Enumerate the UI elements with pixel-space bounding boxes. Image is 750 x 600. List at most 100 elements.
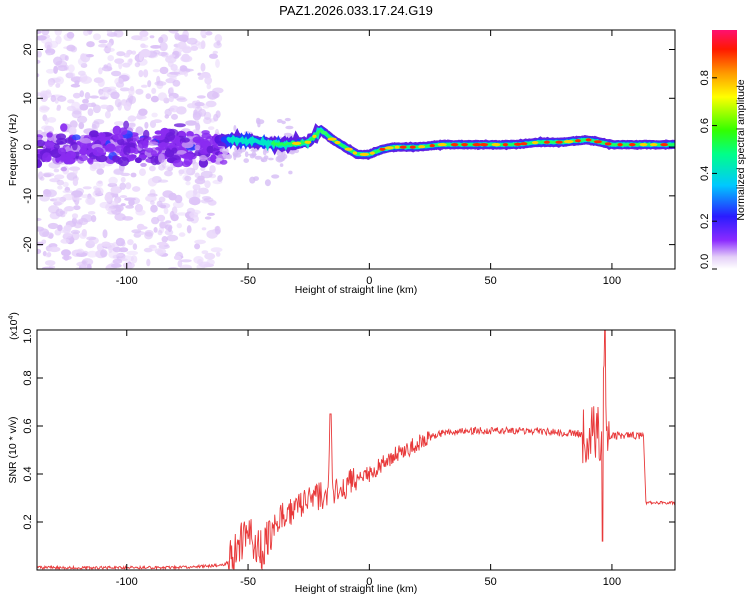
noise-cell — [70, 76, 83, 83]
noise-cell — [186, 217, 195, 222]
noise-cell — [39, 228, 50, 237]
snr-x-ticks: -100 -50 0 50 100 — [116, 330, 621, 588]
noise-cell — [151, 216, 160, 225]
noise-cell — [150, 45, 162, 49]
ridge-peak — [639, 143, 648, 147]
noise-cell — [96, 168, 104, 175]
spectrogram-x-ticks: -100 -50 0 50 100 — [116, 30, 621, 287]
noise-cell — [123, 102, 132, 111]
band-cell — [147, 141, 159, 146]
noise-cell — [163, 207, 169, 215]
noise-cell — [195, 122, 201, 132]
noise-cell — [169, 71, 181, 75]
noise-cell — [67, 64, 75, 73]
noise-cell — [178, 170, 183, 176]
noise-cell — [126, 49, 133, 55]
noise-cell — [148, 244, 156, 249]
ridge-peak — [628, 143, 636, 147]
snr-y-tick-label: 1.0 — [22, 328, 34, 343]
noise-cell — [214, 225, 221, 235]
band-cell — [44, 141, 55, 149]
noise-cell — [140, 84, 148, 88]
noise-cell — [83, 30, 90, 36]
noise-cell — [275, 155, 285, 163]
band-cell — [186, 131, 194, 138]
snr-y-tick-label: 0.4 — [22, 466, 34, 481]
noise-cell — [212, 87, 224, 94]
band-cell — [114, 145, 125, 154]
noise-cell — [48, 265, 56, 269]
noise-cell — [284, 117, 291, 122]
band-cell — [192, 136, 205, 144]
noise-cell — [192, 161, 199, 171]
snr-x-axis-title: Height of straight line (km) — [295, 583, 418, 595]
noise-cell — [99, 201, 110, 209]
noise-cell — [206, 229, 218, 239]
noise-cell — [127, 122, 136, 128]
noise-cell — [126, 250, 139, 256]
noise-cell — [194, 102, 205, 107]
noise-cell — [184, 175, 192, 182]
noise-cell — [60, 213, 66, 218]
noise-cell — [45, 68, 55, 74]
noise-cell — [188, 196, 201, 206]
noise-cell — [264, 179, 271, 187]
noise-cell — [67, 99, 75, 104]
ridge-peak — [334, 140, 341, 145]
band-cell — [65, 150, 77, 160]
noise-cell — [178, 232, 186, 237]
noise-cell — [160, 34, 168, 43]
band-cell — [37, 139, 46, 147]
noise-cell — [210, 247, 223, 253]
band-cell — [117, 138, 125, 146]
noise-cell — [201, 250, 209, 255]
ridge-peak — [563, 140, 574, 144]
noise-cell — [110, 91, 120, 100]
noise-cell — [48, 79, 54, 87]
band-cell — [199, 154, 208, 162]
noise-cell — [176, 97, 188, 102]
noise-cell — [222, 154, 231, 159]
noise-cell — [152, 119, 162, 124]
noise-cell — [72, 167, 78, 175]
noise-cell — [250, 149, 257, 152]
noise-cell — [206, 83, 212, 90]
noise-cell — [62, 190, 73, 194]
noise-cell — [168, 192, 177, 201]
noise-cell — [131, 229, 142, 234]
noise-cell — [176, 223, 182, 229]
noise-cell — [84, 92, 91, 100]
band-cell — [142, 139, 149, 150]
noise-cell — [39, 176, 45, 181]
noise-cell — [190, 45, 199, 51]
band-cell — [150, 155, 159, 166]
ridge-peak — [575, 139, 581, 143]
noise-cell — [76, 248, 84, 254]
ridge-peak — [359, 152, 370, 156]
noise-cell — [134, 62, 141, 68]
noise-cell — [92, 121, 100, 129]
noise-cell — [42, 172, 55, 177]
noise-cell — [69, 120, 78, 129]
band-cell — [132, 134, 140, 142]
ridge-peak — [437, 143, 447, 147]
band-cell — [104, 143, 117, 153]
noise-cell — [185, 120, 197, 126]
noise-cell — [72, 178, 79, 186]
noise-cell — [150, 200, 155, 205]
noise-cell — [55, 35, 62, 45]
noise-cell — [281, 120, 286, 125]
snr-panel: -100 -50 0 50 100 0.2 0.4 0.6 0.8 1.0 Height of … — [7, 312, 676, 595]
noise-cell — [59, 210, 66, 215]
band-cell — [71, 141, 78, 151]
noise-cell — [189, 211, 199, 218]
band-cell — [176, 150, 187, 155]
noise-cell — [110, 263, 122, 268]
noise-cell — [254, 155, 262, 160]
noise-cell — [194, 239, 207, 245]
band-cell — [37, 159, 43, 168]
ridge-peak — [369, 151, 375, 155]
band-cell — [56, 137, 68, 145]
noise-cell — [186, 37, 198, 45]
noise-cell — [57, 185, 63, 190]
